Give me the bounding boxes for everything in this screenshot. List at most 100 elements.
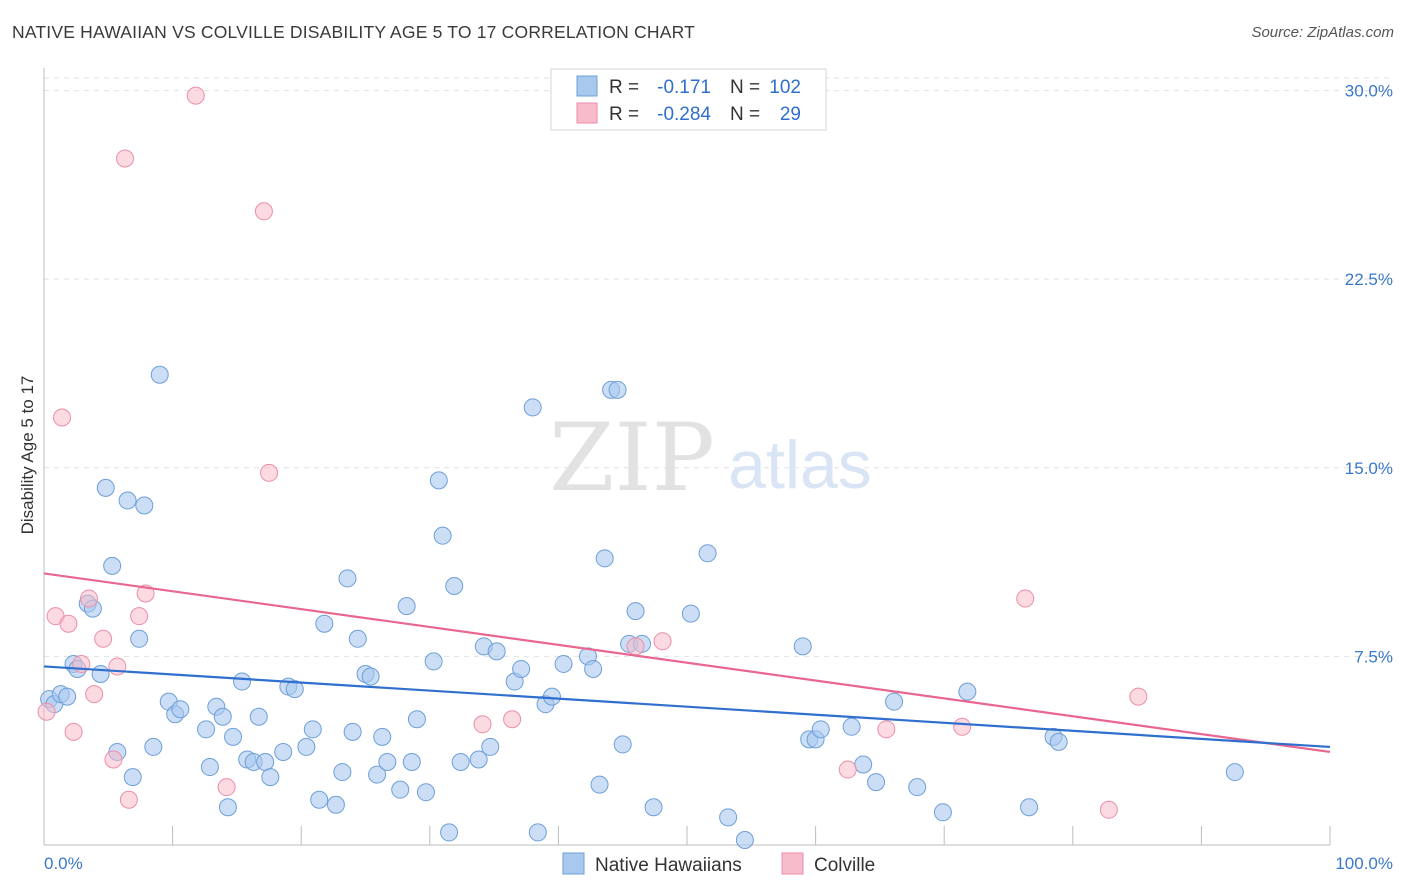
native-hawaiians-point-74 — [590, 775, 609, 794]
watermark-zip: ZIP — [549, 404, 715, 513]
native-hawaiians-point-64 — [487, 642, 506, 661]
colville-point-26 — [1016, 589, 1035, 608]
native-hawaiians-point-93 — [867, 773, 886, 792]
native-hawaiians-point-92 — [854, 755, 873, 774]
colville-point-20 — [503, 710, 522, 729]
native-hawaiians-point-16 — [144, 737, 163, 756]
y-tick-label-1: 15.0% — [1345, 459, 1393, 478]
native-hawaiians-point-97 — [958, 682, 977, 701]
native-hawaiians-point-40 — [326, 795, 345, 814]
native-hawaiians-point-22 — [200, 758, 219, 777]
legend-r-value-1: -0.171 — [657, 77, 711, 98]
colville-point-19 — [473, 715, 492, 734]
native-hawaiians-point-10 — [103, 556, 122, 575]
colville-point-16 — [217, 778, 236, 797]
native-hawaiians-point-82 — [644, 798, 663, 817]
native-hawaiians-point-90 — [811, 720, 830, 739]
y-tick-label-2: 22.5% — [1345, 270, 1393, 289]
colville-point-15 — [186, 86, 205, 105]
native-hawaiians-point-50 — [391, 780, 410, 799]
series-native-hawaiians — [40, 365, 1244, 849]
native-hawaiians-trend-line — [43, 665, 1331, 749]
bottom-legend-label-pink: Colville — [814, 855, 875, 876]
native-hawaiians-point-83 — [681, 604, 700, 623]
native-hawaiians-point-80 — [626, 602, 645, 621]
native-hawaiians-point-20 — [171, 700, 190, 719]
colville-point-27 — [1099, 800, 1118, 819]
colville-point-9 — [104, 750, 123, 769]
native-hawaiians-point-70 — [542, 687, 561, 706]
native-hawaiians-point-54 — [416, 783, 435, 802]
native-hawaiians-point-59 — [445, 576, 464, 595]
native-hawaiians-point-21 — [197, 720, 216, 739]
colville-point-8 — [94, 629, 113, 648]
x-tick-label-min: 0.0% — [44, 854, 83, 873]
native-hawaiians-point-38 — [310, 790, 329, 809]
colville-point-4 — [64, 722, 83, 741]
tick-labels: 7.5% 15.0% 22.5% 30.0% 0.0% 100.0% — [44, 82, 1393, 873]
watermark-atlas: atlas — [728, 427, 872, 503]
colville-point-13 — [130, 607, 149, 626]
legend-n-value-1: 102 — [769, 77, 801, 98]
colville-point-24 — [877, 720, 896, 739]
legend-n-label-2: N = — [730, 104, 760, 125]
native-hawaiians-point-37 — [303, 720, 322, 739]
legend-n-value-2: 29 — [780, 104, 801, 125]
colville-point-6 — [80, 589, 99, 608]
native-hawaiians-point-36 — [297, 737, 316, 756]
legend-r-label-2: R = — [609, 104, 639, 125]
native-hawaiians-point-57 — [433, 526, 452, 545]
chart-source: Source: ZipAtlas.com — [1251, 24, 1394, 41]
native-hawaiians-point-31 — [256, 753, 275, 772]
native-hawaiians-point-86 — [735, 830, 754, 849]
colville-point-21 — [626, 637, 645, 656]
native-hawaiians-point-12 — [118, 491, 137, 510]
y-axis-title: Disability Age 5 to 17 — [18, 376, 37, 535]
colville-point-11 — [116, 149, 135, 168]
native-hawaiians-point-48 — [373, 727, 392, 746]
bottom-legend-label-blue: Native Hawaiians — [595, 855, 742, 876]
native-hawaiians-point-15 — [135, 496, 154, 515]
legend-n-label-1: N = — [730, 77, 760, 98]
native-hawaiians-point-33 — [274, 742, 293, 761]
native-hawaiians-point-17 — [150, 365, 169, 384]
native-hawaiians-point-66 — [512, 659, 531, 678]
bottom-legend-swatch-pink — [781, 852, 804, 875]
chart-title: NATIVE HAWAIIAN VS COLVILLE DISABILITY A… — [12, 22, 696, 42]
native-hawaiians-point-63 — [481, 737, 500, 756]
colville-point-18 — [260, 463, 279, 482]
native-hawaiians-point-41 — [333, 763, 352, 782]
colville-point-25 — [953, 717, 972, 736]
trend-lines — [43, 572, 1331, 754]
colville-point-0 — [37, 702, 56, 721]
native-hawaiians-point-91 — [842, 717, 861, 736]
native-hawaiians-point-27 — [233, 672, 252, 691]
native-hawaiians-point-84 — [698, 544, 717, 563]
native-hawaiians-point-55 — [424, 652, 443, 671]
native-hawaiians-point-9 — [96, 478, 115, 497]
native-hawaiians-point-75 — [595, 549, 614, 568]
legend-swatch-pink — [576, 102, 598, 124]
native-hawaiians-point-44 — [348, 629, 367, 648]
native-hawaiians-point-46 — [361, 667, 380, 686]
bottom-legend-swatch-blue — [562, 852, 585, 875]
bottom-legend: Native Hawaiians Colville — [562, 852, 875, 876]
native-hawaiians-point-51 — [397, 597, 416, 616]
legend-r-value-2: -0.284 — [657, 104, 711, 125]
native-hawaiians-point-101 — [1225, 763, 1244, 782]
native-hawaiians-point-95 — [908, 778, 927, 797]
native-hawaiians-point-87 — [793, 637, 812, 656]
native-hawaiians-point-43 — [343, 722, 362, 741]
native-hawaiians-point-30 — [249, 707, 268, 726]
native-hawaiians-point-73 — [584, 659, 603, 678]
legend-r-label-1: R = — [609, 77, 639, 98]
native-hawaiians-point-42 — [338, 569, 357, 588]
colville-point-17 — [254, 202, 273, 221]
y-tick-label-0: 7.5% — [1354, 647, 1393, 666]
y-tick-label-3: 30.0% — [1345, 82, 1393, 101]
colville-point-14 — [136, 584, 155, 603]
native-hawaiians-point-71 — [554, 654, 573, 673]
legend-box: R = -0.171 N = 102 R = -0.284 N = 29 — [550, 68, 827, 131]
native-hawaiians-point-39 — [315, 614, 334, 633]
native-hawaiians-point-32 — [261, 768, 280, 787]
